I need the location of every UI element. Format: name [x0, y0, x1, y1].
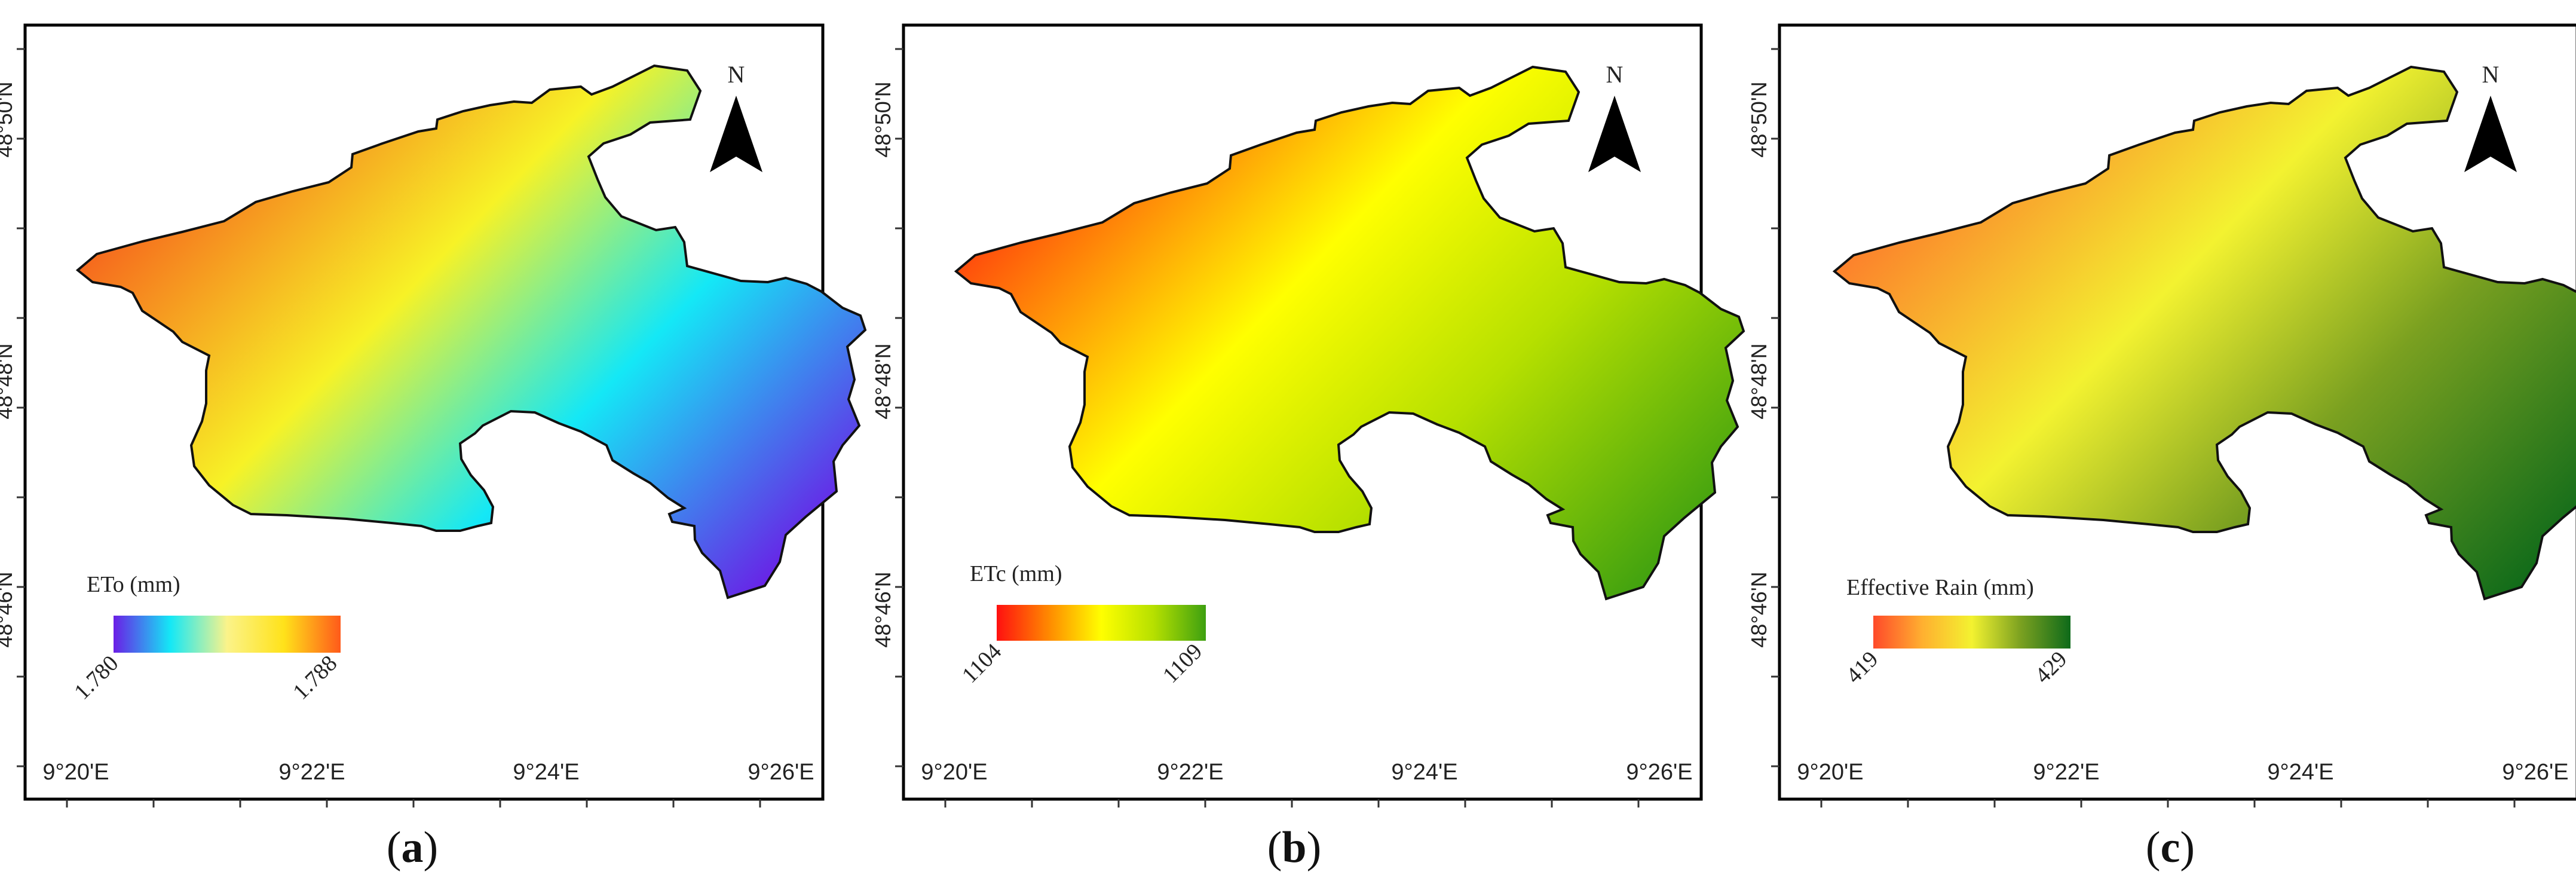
latitude-label: 48°50'N: [1747, 81, 1771, 157]
caption-letter-a: a: [401, 823, 424, 872]
longitude-label: 9°22'E: [2033, 760, 2099, 785]
latitude-label: 48°46'N: [0, 571, 17, 647]
legend-title: Effective Rain (mm): [1846, 575, 2034, 600]
north-arrow-icon: [2464, 96, 2517, 172]
caption-b: (b): [1267, 823, 1322, 872]
longitude-label: 9°24'E: [513, 760, 579, 785]
longitude-label: 9°20'E: [42, 760, 109, 785]
caption-a: (a): [386, 823, 439, 872]
north-label: N: [2482, 61, 2500, 88]
longitude-label: 9°22'E: [1157, 760, 1223, 785]
longitude-label: 9°24'E: [1391, 760, 1457, 785]
legend-title: ETo (mm): [87, 572, 180, 597]
map-panel-a: 48°50'N 48°48'N 48°46'N 9°20'E 9°22'E 9°24'E 9…: [0, 23, 866, 808]
longitude-label: 9°20'E: [1797, 760, 1863, 785]
legend-color-ramp: [997, 605, 1206, 641]
north-label: N: [728, 61, 745, 88]
longitude-label: 9°20'E: [921, 760, 987, 785]
map-panel-b: 48°50'N 48°48'N 48°46'N 9°20'E 9°22'E 9°24'E 9…: [871, 23, 1745, 808]
legend-color-ramp: [1873, 616, 2070, 649]
latitude-label: 48°48'N: [871, 343, 895, 419]
map-panel-c: 48°50'N 48°48'N 48°46'N 9°20'E 9°22'E 9°24'E 9…: [1747, 23, 2576, 808]
latitude-label: 48°48'N: [1747, 343, 1771, 419]
latitude-label: 48°48'N: [0, 343, 17, 419]
north-arrow-icon: [710, 96, 762, 172]
north-label: N: [1606, 61, 1624, 88]
longitude-label: 9°26'E: [2502, 760, 2568, 785]
longitude-label: 9°24'E: [2267, 760, 2333, 785]
north-arrow-icon: [1588, 96, 1641, 172]
latitude-label: 48°46'N: [1747, 571, 1771, 647]
longitude-label: 9°22'E: [278, 760, 345, 785]
caption-letter-b: b: [1282, 823, 1307, 872]
longitude-label: 9°26'E: [748, 760, 814, 785]
legend-title: ETc (mm): [970, 561, 1062, 586]
caption-letter-c: c: [2160, 823, 2180, 872]
latitude-label: 48°50'N: [871, 81, 895, 157]
latitude-label: 48°46'N: [871, 571, 895, 647]
legend-color-ramp: [114, 616, 341, 653]
longitude-label: 9°26'E: [1626, 760, 1692, 785]
caption-c: (c): [2145, 823, 2195, 872]
latitude-label: 48°50'N: [0, 81, 17, 157]
